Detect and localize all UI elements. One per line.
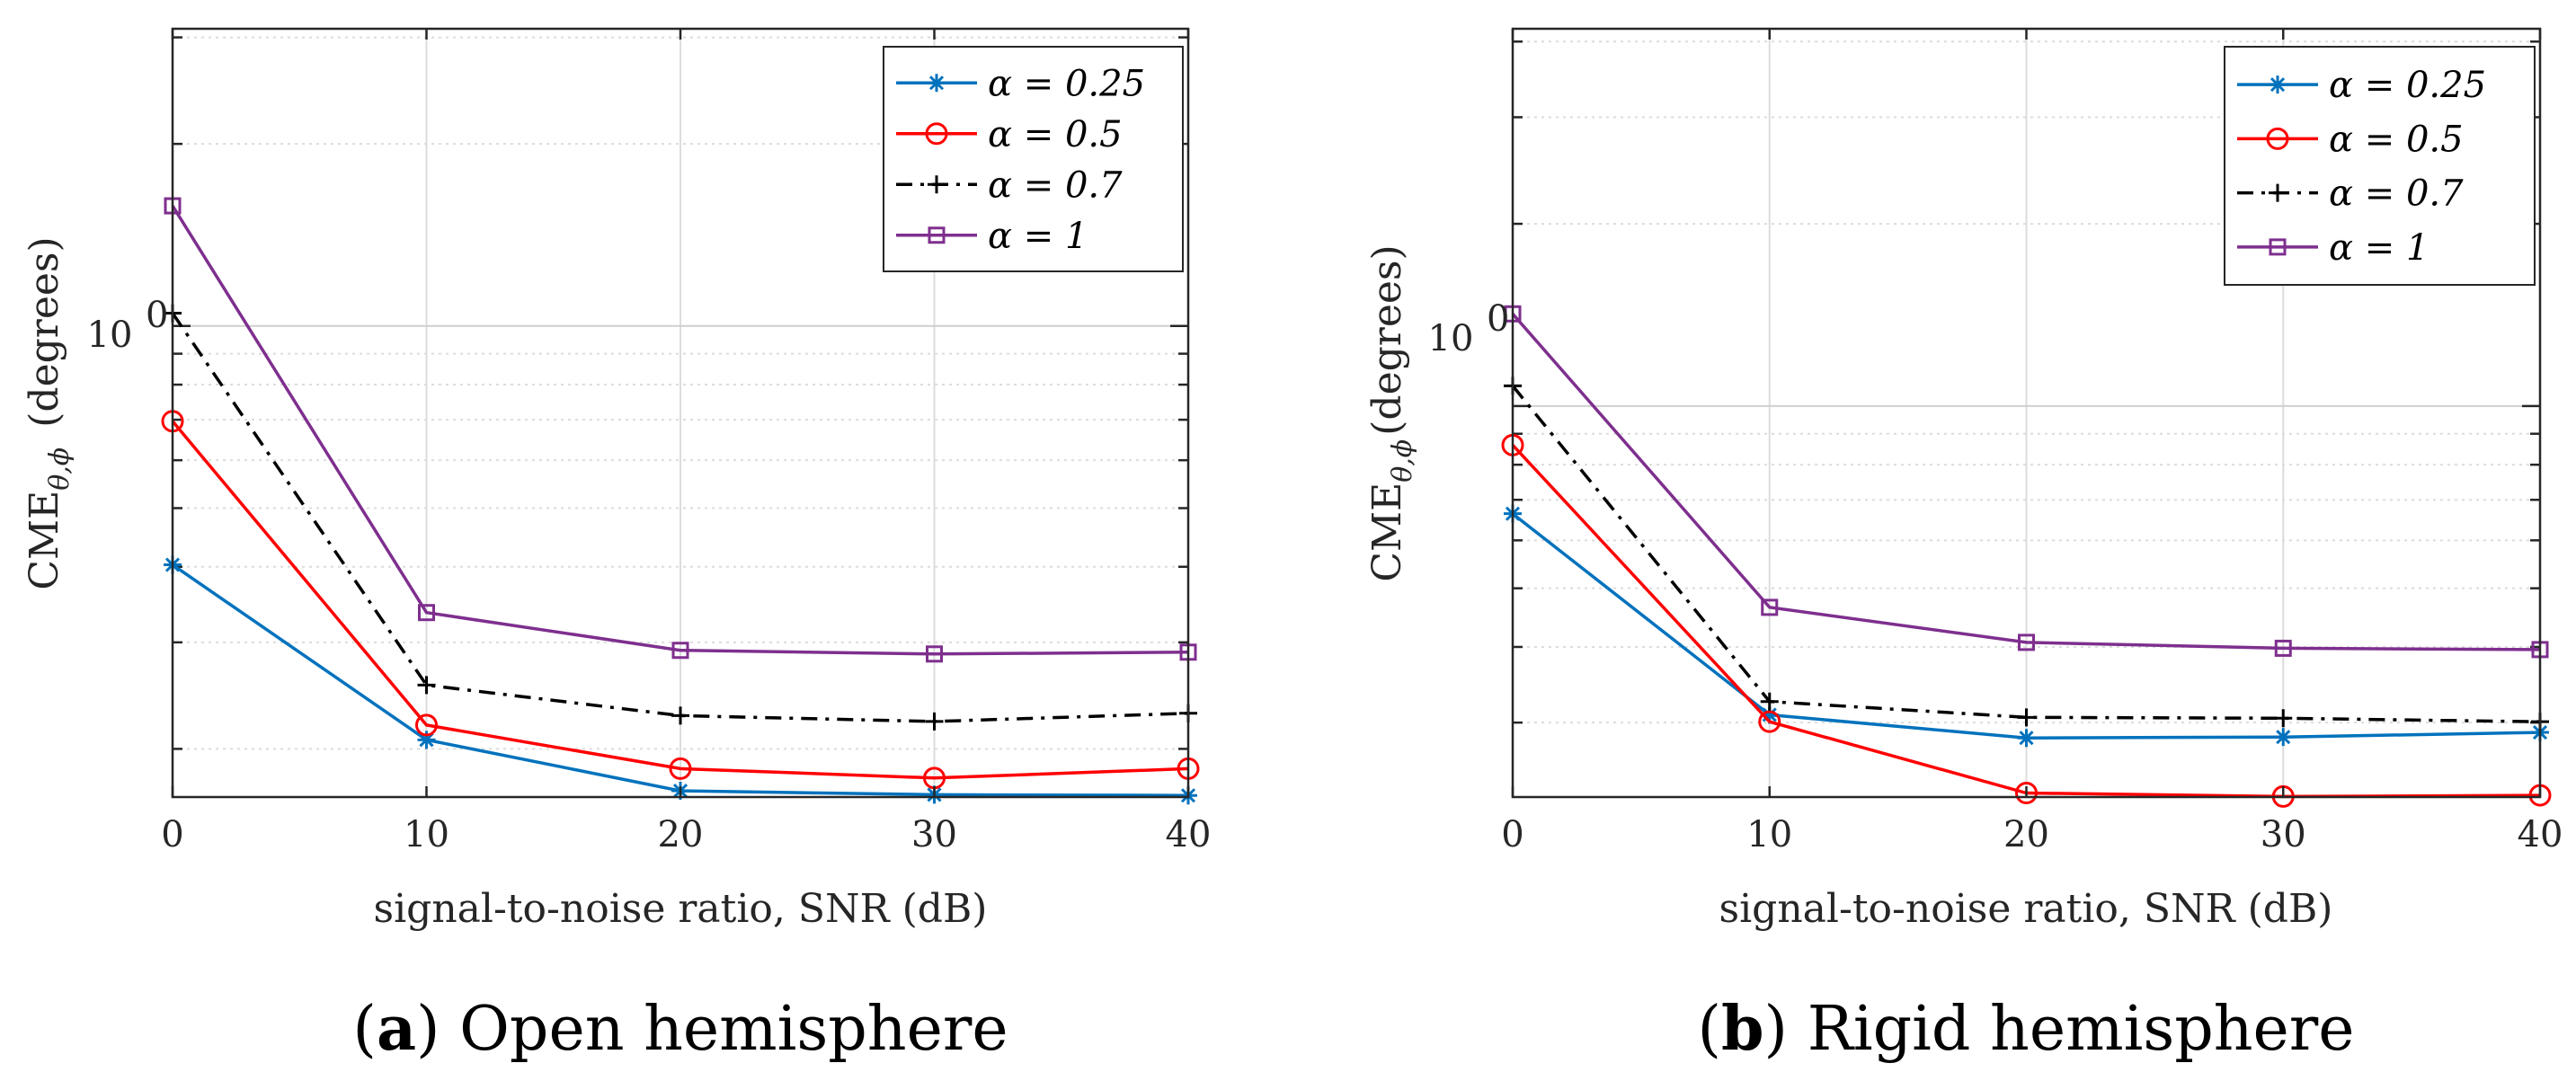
data-point	[2017, 729, 2036, 748]
data-point	[669, 757, 692, 780]
legend-marker	[2269, 183, 2287, 202]
data-point	[2015, 782, 2038, 805]
caption-a: (a) Open hemisphere	[352, 993, 1008, 1065]
x-ticks-a: 0 10 20 30 40	[161, 29, 1211, 855]
legend-label: α = 0.25	[988, 63, 1145, 104]
legend-a: α = 0.25 α = 0.5 α = 0.7 α = 1	[883, 46, 1184, 272]
series-line	[1511, 385, 2541, 723]
legend-label: α = 1	[988, 216, 1088, 257]
legend-entry-alpha_0_25: α = 0.25	[2237, 65, 2486, 106]
caption-letter-a: a	[377, 993, 416, 1065]
y-axis-label-sub-b: θ,ϕ	[1387, 439, 1418, 483]
legend-entry-alpha_0_25: α = 0.25	[896, 63, 1145, 104]
data-point	[1760, 692, 1779, 711]
x-ticks-b: 0 10 20 30 40	[1501, 29, 2563, 855]
y-axis-label-sub-a: θ,ϕ	[44, 447, 76, 491]
series-line	[171, 205, 1189, 656]
data-point	[671, 706, 689, 725]
legend-label: α = 1	[2329, 227, 2429, 269]
x-tick-label: 10	[1746, 814, 1792, 855]
data-point	[1761, 598, 1779, 616]
legend-entry-alpha_0_7: α = 0.7	[2237, 173, 2464, 215]
legend-entry-alpha_0_7: α = 0.7	[896, 164, 1123, 206]
data-point	[2274, 728, 2293, 747]
data-point	[926, 645, 943, 663]
x-tick-label: 30	[2261, 814, 2306, 855]
y-axis-label-a: CMEθ,ϕ (degrees)	[22, 236, 76, 589]
y-tick-b: 10 0	[1428, 298, 1510, 359]
y-axis-label-unit-b: (degrees)	[1364, 244, 1410, 435]
legend-label: α = 0.7	[988, 164, 1123, 206]
legend-label: α = 0.5	[988, 114, 1123, 155]
legend-b: α = 0.25 α = 0.5 α = 0.7 α = 1	[2224, 46, 2536, 286]
series-line	[171, 312, 1189, 723]
x-tick-label: 0	[161, 814, 183, 855]
y-axis-label-unit-a: (degrees)	[22, 236, 67, 427]
x-tick-label: 40	[2518, 814, 2563, 855]
data-point	[925, 712, 944, 731]
data-point	[1758, 710, 1781, 733]
legend-marker	[928, 74, 946, 93]
x-tick-label: 10	[404, 814, 449, 855]
panel-b: 0 10 20 30 40 10 0 signal-to-noise ratio, SN…	[1364, 27, 2563, 1065]
legend-marker	[928, 226, 946, 244]
data-point	[671, 642, 689, 660]
legend-marker	[928, 175, 946, 194]
legend-marker	[2269, 238, 2287, 256]
legend-marker	[2269, 75, 2287, 94]
caption-b: (b) Rigid hemisphere	[1697, 993, 2354, 1065]
data-point	[415, 713, 438, 737]
data-point	[2017, 708, 2036, 727]
caption-text-a: Open hemisphere	[459, 994, 1008, 1065]
data-point	[417, 731, 436, 749]
legend-entry-alpha_1: α = 1	[2237, 227, 2429, 269]
y-tick-exp-b: 0	[1487, 298, 1509, 340]
x-tick-label: 0	[1501, 814, 1523, 855]
data-point	[1760, 705, 1779, 724]
legend-label: α = 0.25	[2329, 65, 2486, 106]
data-point	[2274, 639, 2292, 657]
legend-marker	[925, 122, 948, 146]
x-tick-label: 30	[911, 814, 957, 855]
y-tick-exp-a: 0	[146, 295, 168, 336]
legend-entry-alpha_0_5: α = 0.5	[2237, 119, 2464, 160]
data-point	[2274, 709, 2293, 728]
y-axis-label-main-b: CME	[1364, 483, 1410, 582]
x-tick-label: 40	[1166, 814, 1212, 855]
x-axis-label-b: signal-to-noise ratio, SNR (dB)	[1719, 886, 2333, 932]
legend-entry-alpha_1: α = 1	[896, 216, 1088, 257]
caption-text-b: Rigid hemisphere	[1808, 994, 2355, 1065]
y-tick-a: 10 0	[87, 295, 169, 356]
y-axis-label-main-a: CME	[22, 491, 67, 590]
legend-label: α = 0.7	[2329, 173, 2464, 215]
legend-marker	[2266, 127, 2289, 150]
x-tick-label: 20	[658, 814, 704, 855]
y-tick-label-a: 10	[87, 315, 133, 356]
x-axis-label-a: signal-to-noise ratio, SNR (dB)	[374, 886, 988, 932]
data-point	[2018, 634, 2035, 651]
legend-entry-alpha_0_5: α = 0.5	[896, 114, 1123, 155]
series-alpha_1-a	[164, 197, 1197, 663]
y-axis-label-b: CMEθ,ϕ (degrees)	[1364, 244, 1418, 581]
series-line	[171, 420, 1189, 780]
data-point	[417, 676, 436, 695]
panel-a: 0 10 20 30 40 10 0 signal-to-noise ratio, SN…	[22, 27, 1211, 1065]
y-tick-label-b: 10	[1428, 318, 1474, 359]
x-tick-label: 20	[2003, 814, 2049, 855]
series-line	[1511, 313, 2541, 651]
legend-label: α = 0.5	[2329, 119, 2464, 160]
data-point	[418, 604, 435, 622]
caption-letter-b: b	[1721, 993, 1764, 1065]
